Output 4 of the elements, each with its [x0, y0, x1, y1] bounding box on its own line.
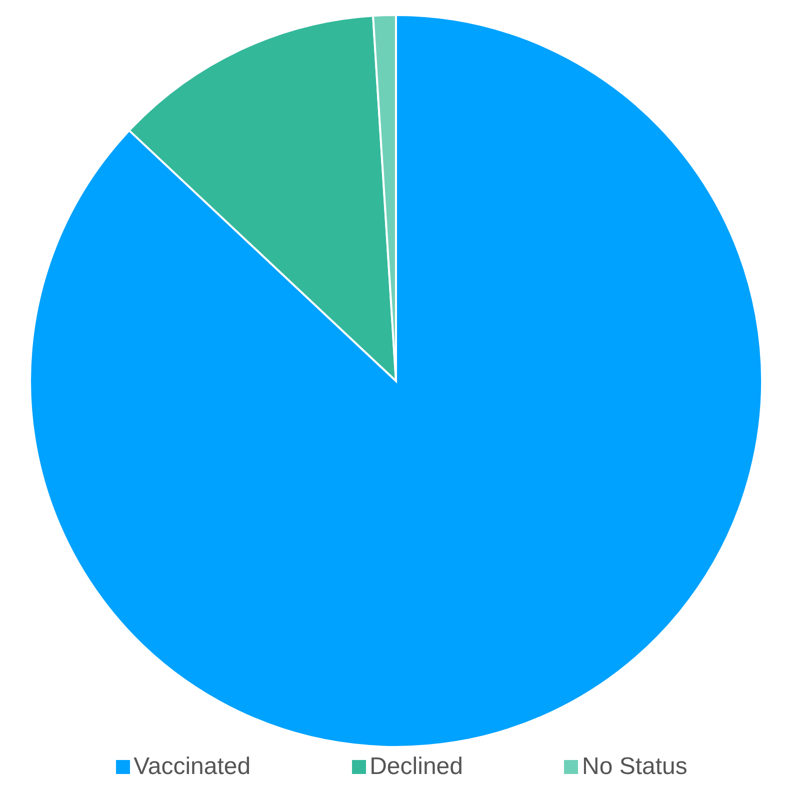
legend-label: Declined — [370, 753, 463, 781]
legend-label: Vaccinated — [134, 753, 251, 781]
legend-label: No Status — [582, 753, 688, 781]
pie-slice — [29, 14, 763, 748]
